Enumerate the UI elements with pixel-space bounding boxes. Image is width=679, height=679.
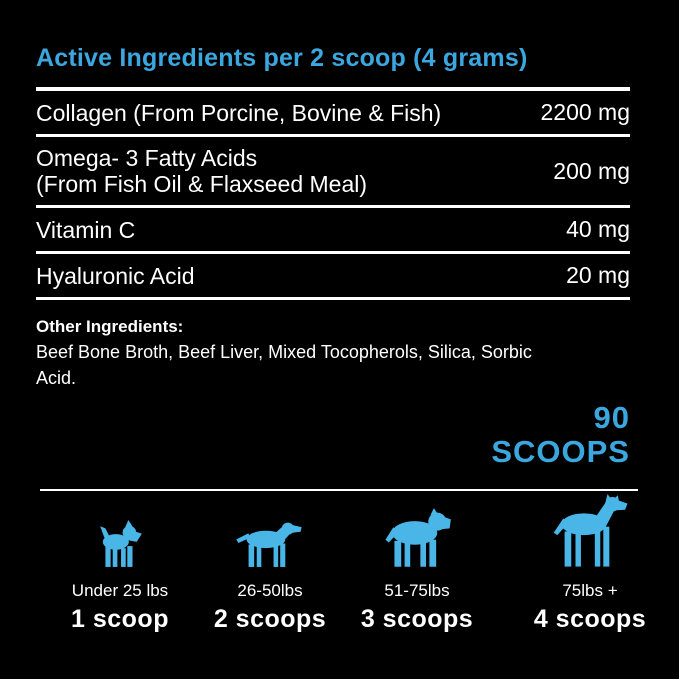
other-ingredients-text: Beef Bone Broth, Beef Liver, Mixed Tocop…: [36, 342, 532, 388]
ingredient-row-vitamin-c: Vitamin C 40 mg: [36, 208, 630, 254]
scoop-count-word: SCOOPS: [491, 434, 630, 469]
weight-range-label: Under 25 lbs: [71, 581, 169, 600]
small-dog-icon: [100, 520, 142, 567]
scoop-dose-label: 3 scoops: [360, 605, 474, 633]
dosage-column-26-50lbs: 26-50lbs 2 scoops: [185, 480, 355, 634]
ingredient-amount: 40 mg: [566, 216, 630, 242]
ingredient-name: Omega- 3 Fatty Acids (From Fish Oil & Fl…: [36, 145, 368, 197]
ingredient-name: Collagen (From Porcine, Bovine & Fish): [36, 99, 442, 126]
dosage-column-under-25lbs: Under 25 lbs 1 scoop: [35, 480, 205, 634]
ingredients-table: Collagen (From Porcine, Bovine & Fish) 2…: [36, 87, 630, 300]
scoop-count-number: 90: [593, 400, 630, 435]
scoop-count-badge: 90 SCOOPS: [36, 401, 630, 469]
medium-dog-icon: [236, 522, 302, 567]
dosage-column-75lbs-plus: 75lbs + 4 scoops: [505, 480, 675, 634]
ingredient-row-hyaluronic-acid: Hyaluronic Acid 20 mg: [36, 254, 630, 300]
dosage-column-51-75lbs: 51-75lbs 3 scoops: [332, 480, 502, 634]
ingredient-name: Vitamin C: [36, 216, 136, 243]
xl-dog-icon: [553, 494, 628, 567]
ingredient-name: Hyaluronic Acid: [36, 262, 195, 289]
active-ingredients-title: Active Ingredients per 2 scoop (4 grams): [36, 44, 528, 72]
weight-range-label: 26-50lbs: [237, 581, 303, 600]
other-ingredients-section: Other Ingredients: Beef Bone Broth, Beef…: [36, 315, 541, 391]
ingredient-row-collagen: Collagen (From Porcine, Bovine & Fish) 2…: [36, 91, 630, 137]
scoop-dose-label: 4 scoops: [533, 605, 647, 633]
ingredient-amount: 200 mg: [553, 157, 630, 184]
dosage-divider-line: [40, 489, 638, 491]
other-ingredients-label: Other Ingredients:: [36, 317, 184, 336]
scoop-dose-label: 2 scoops: [213, 605, 327, 633]
ingredient-amount: 2200 mg: [540, 99, 630, 125]
ingredient-amount: 20 mg: [566, 262, 630, 288]
ingredient-row-omega3: Omega- 3 Fatty Acids (From Fish Oil & Fl…: [36, 137, 630, 208]
weight-range-label: 51-75lbs: [384, 581, 450, 600]
scoop-dose-label: 1 scoop: [71, 605, 169, 633]
weight-range-label: 75lbs +: [562, 581, 618, 600]
large-dog-icon: [385, 508, 451, 567]
